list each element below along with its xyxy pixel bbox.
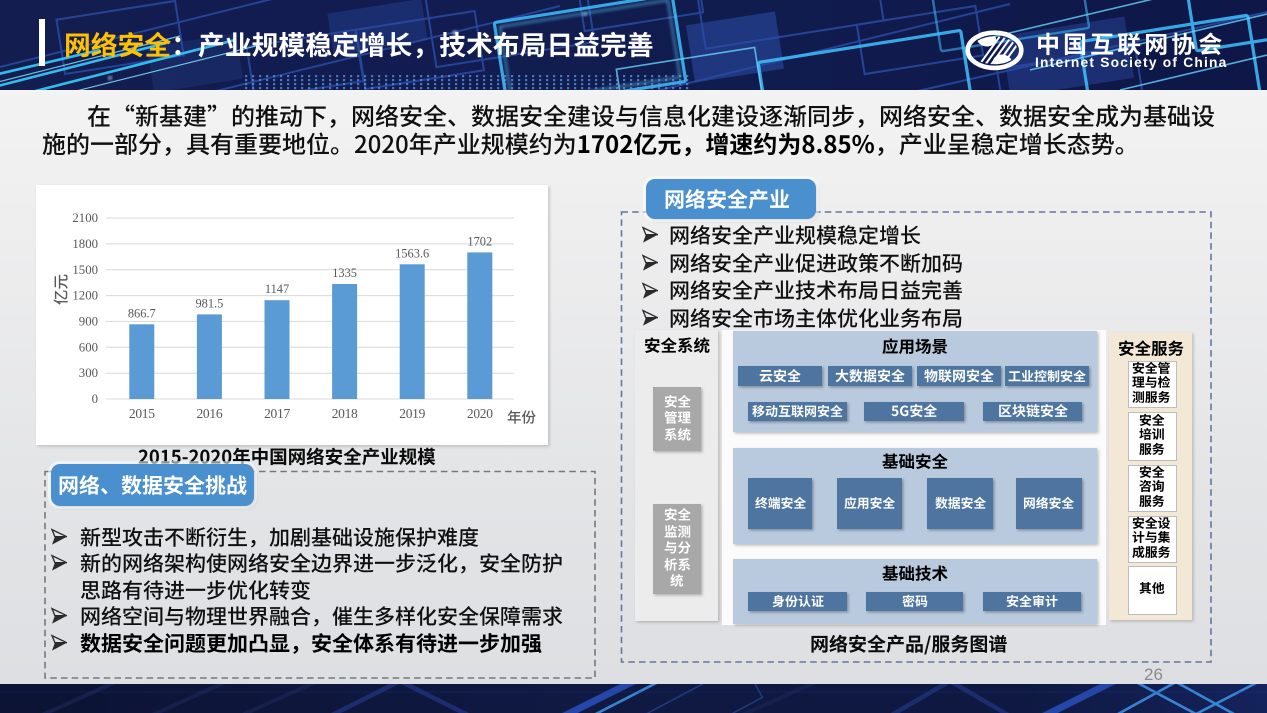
svg-text:1147: 1147 (265, 282, 289, 296)
svg-text:2017: 2017 (264, 406, 290, 421)
svg-text:300: 300 (79, 366, 98, 380)
svg-text:1500: 1500 (72, 263, 98, 277)
svg-text:2020: 2020 (467, 406, 493, 421)
svg-text:1335: 1335 (332, 266, 357, 280)
svg-text:866.7: 866.7 (128, 306, 156, 320)
svg-text:900: 900 (79, 314, 98, 328)
svg-text:2018: 2018 (332, 406, 358, 421)
svg-text:1563.6: 1563.6 (395, 246, 429, 260)
svg-text:1200: 1200 (72, 289, 98, 303)
svg-text:981.5: 981.5 (195, 296, 223, 310)
svg-text:1702: 1702 (467, 234, 492, 248)
svg-text:0: 0 (92, 392, 98, 406)
svg-text:2019: 2019 (399, 406, 425, 421)
svg-text:2015: 2015 (129, 406, 155, 421)
svg-text:2100: 2100 (72, 211, 98, 225)
svg-text:600: 600 (79, 340, 98, 354)
svg-text:2016: 2016 (196, 406, 222, 421)
svg-text:1800: 1800 (72, 237, 98, 251)
